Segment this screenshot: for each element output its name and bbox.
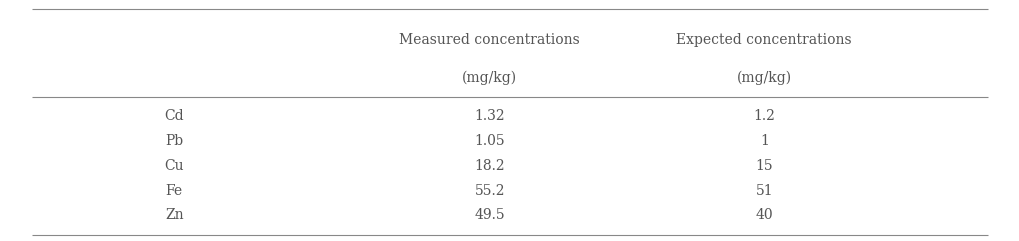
Text: Zn: Zn [165, 208, 183, 222]
Text: Cu: Cu [164, 159, 184, 173]
Text: 18.2: 18.2 [474, 159, 504, 173]
Text: Cd: Cd [164, 109, 184, 123]
Text: Expected concentrations: Expected concentrations [676, 33, 851, 47]
Text: Pb: Pb [165, 134, 183, 148]
Text: (mg/kg): (mg/kg) [462, 70, 517, 85]
Text: 49.5: 49.5 [474, 208, 504, 222]
Text: 1.32: 1.32 [474, 109, 504, 123]
Text: 40: 40 [755, 208, 772, 222]
Text: 1.05: 1.05 [474, 134, 504, 148]
Text: Fe: Fe [166, 184, 182, 198]
Text: (mg/kg): (mg/kg) [736, 70, 791, 85]
Text: 1: 1 [759, 134, 768, 148]
Text: 15: 15 [755, 159, 772, 173]
Text: 55.2: 55.2 [474, 184, 504, 198]
Text: 51: 51 [755, 184, 772, 198]
Text: Measured concentrations: Measured concentrations [398, 33, 580, 47]
Text: 1.2: 1.2 [753, 109, 774, 123]
